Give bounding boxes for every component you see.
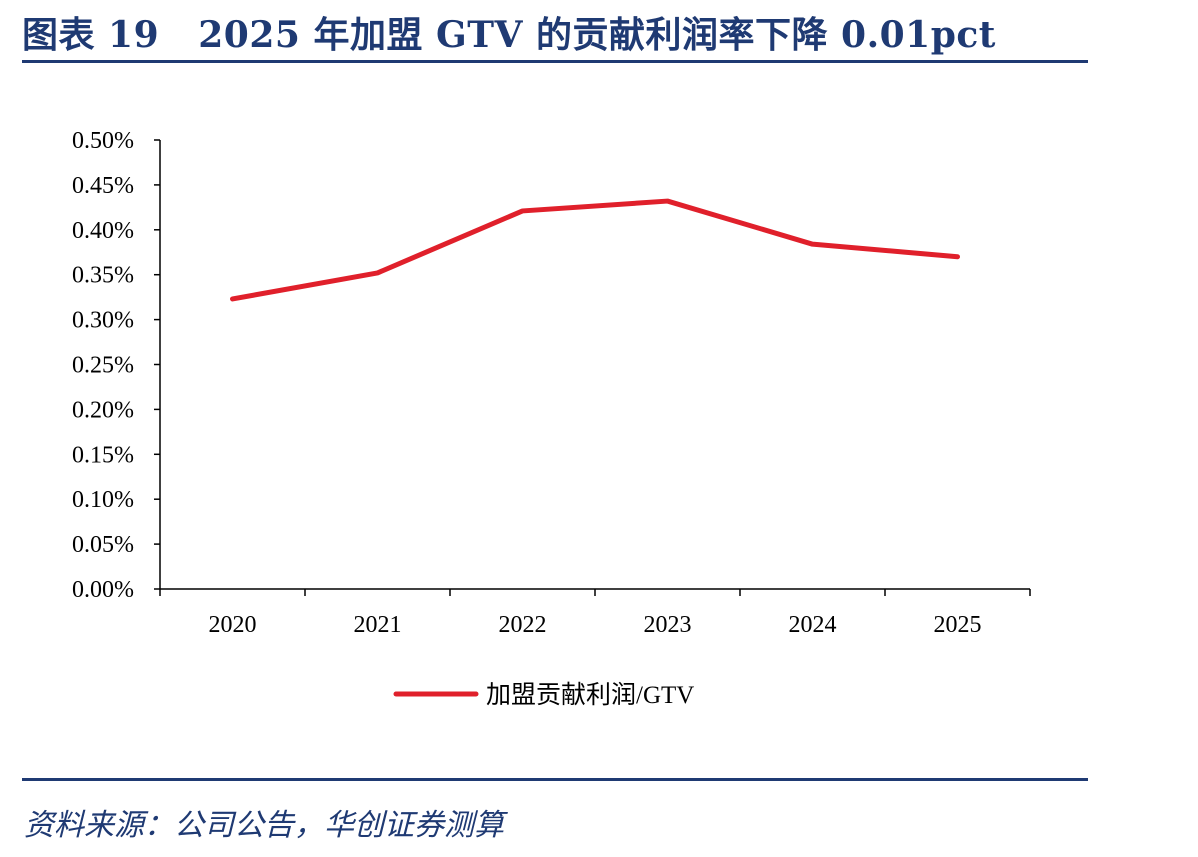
x-tick-label: 2021 [354,612,402,638]
x-tick-label: 2022 [499,612,547,638]
y-tick-label: 0.40% [72,218,134,244]
x-axis: 2020 2021 2022 2023 2024 2025 [159,588,1031,638]
chart-area: 0.00% 0.05% 0.10% 0.15% 0.20% 0.25% 0.30% 0.35%… [0,100,1198,740]
footer-divider [22,778,1088,781]
y-tick-label: 0.15% [72,442,134,468]
source-note: 资料来源：公司公告，华创证券测算 [24,808,504,843]
header-divider [22,60,1088,63]
x-tick-label: 2024 [789,612,837,638]
figure-title: 图表 19 2025 年加盟 GTV 的贡献利润率下降 0.01pct [22,14,996,56]
x-tick-label: 2023 [644,612,692,638]
series-lines [230,198,960,302]
legend-label: 加盟贡献利润/GTV [486,681,694,709]
series-line [230,198,960,302]
line-chart: 0.00% 0.05% 0.10% 0.15% 0.20% 0.25% 0.30% 0.35%… [72,128,1031,709]
x-tick-label: 2020 [209,612,257,638]
y-tick-label: 0.20% [72,397,134,423]
y-tick-label: 0.05% [72,532,134,558]
y-tick-label: 0.35% [72,263,134,289]
y-tick-label: 0.25% [72,353,134,379]
y-tick-label: 0.50% [72,128,134,154]
y-tick-label: 0.30% [72,308,134,334]
y-tick-label: 0.10% [72,487,134,513]
x-tick-label: 2025 [934,612,982,638]
y-axis: 0.00% 0.05% 0.10% 0.15% 0.20% 0.25% 0.30% 0.35%… [72,128,161,603]
y-tick-label: 0.00% [72,577,134,603]
legend: 加盟贡献利润/GTV [393,681,694,709]
y-tick-label: 0.45% [72,173,134,199]
figure-header: 图表 19 2025 年加盟 GTV 的贡献利润率下降 0.01pct [22,0,1088,64]
